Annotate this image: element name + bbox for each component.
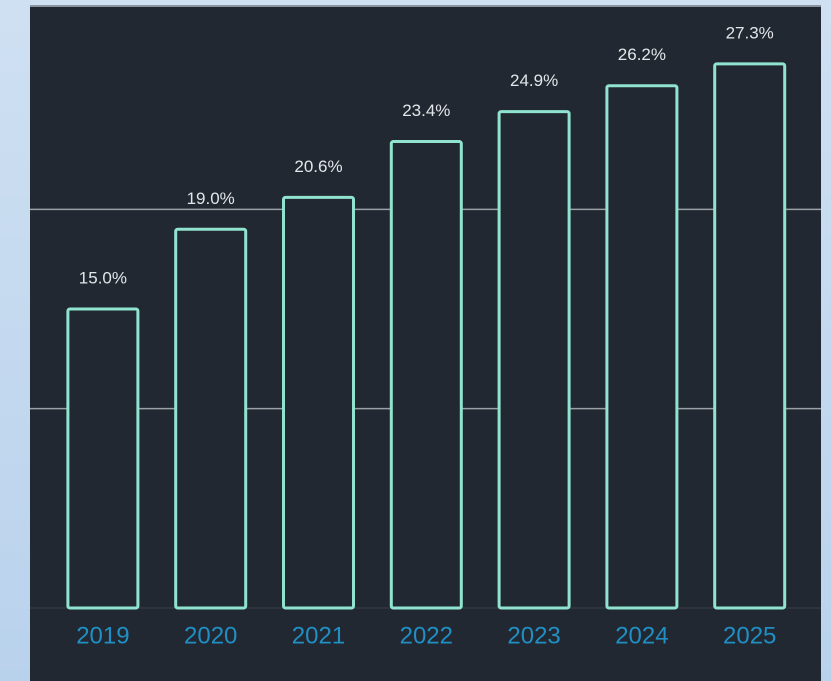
bar [713,62,787,610]
x-tick-label: 2020 [184,622,237,649]
x-tick-label: 2019 [76,622,129,649]
x-tick-label: 2022 [400,622,453,649]
x-tick-label: 2024 [615,622,668,649]
x-tick-label: 2023 [507,622,560,649]
data-label: 24.9% [510,71,558,90]
data-label: 19.0% [187,189,235,208]
data-label: 27.3% [726,23,774,42]
data-label: 20.6% [294,157,342,176]
bar [389,140,463,610]
bar [66,307,140,610]
bar [497,110,571,610]
x-tick-label: 2025 [723,622,776,649]
bar [282,195,355,610]
data-label: 15.0% [79,268,127,287]
bar [174,227,248,610]
bar [605,84,679,610]
data-label: 26.2% [618,45,666,64]
x-tick-label: 2021 [292,622,345,649]
data-label: 23.4% [402,101,450,120]
